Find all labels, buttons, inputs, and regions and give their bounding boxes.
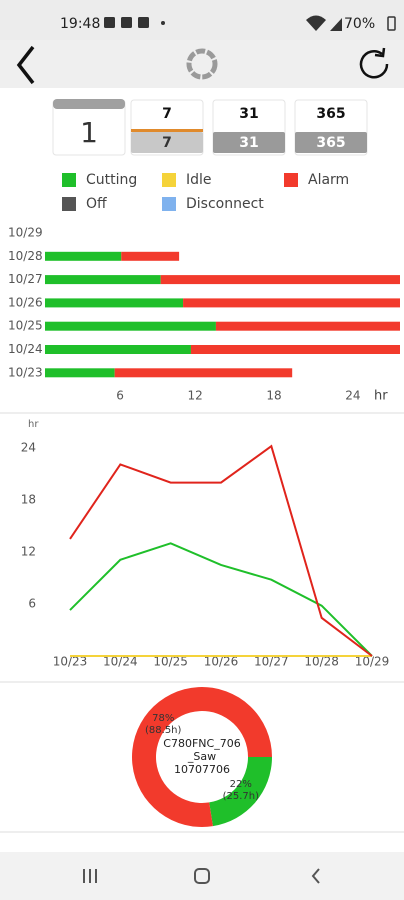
bar-segment	[114, 368, 293, 378]
tab-value: 365	[316, 135, 345, 151]
legend-label: Disconnect	[186, 196, 264, 212]
legend-label: Off	[86, 196, 107, 212]
x-tick-label: 10/23	[53, 655, 88, 669]
x-tick-label: 18	[266, 389, 281, 403]
legend-label: Cutting	[86, 172, 137, 188]
status-icon	[121, 17, 132, 28]
bar-segment	[45, 321, 216, 331]
status-icon	[104, 17, 115, 28]
y-tick-label: 10/24	[8, 342, 43, 356]
home-button[interactable]	[194, 868, 210, 884]
legend-swatch	[62, 173, 76, 187]
bar-segment	[45, 345, 191, 354]
donut-center-text: 10707706	[174, 763, 230, 776]
tab-label: 31	[239, 106, 258, 122]
x-tick-label: 10/27	[254, 655, 289, 669]
tab-label: 1	[80, 116, 98, 149]
recent-apps-button[interactable]	[83, 869, 97, 883]
loading-icon	[186, 48, 218, 80]
slice-label: 22%	[230, 779, 252, 790]
y-tick-label: 6	[28, 596, 36, 610]
slice-label: (25.7h)	[223, 791, 260, 802]
bar-segment	[45, 298, 184, 308]
donut-slice	[132, 687, 272, 827]
tab-label: 7	[162, 106, 172, 122]
slice-label: 78%	[152, 713, 174, 724]
nav-back-button[interactable]	[311, 868, 320, 884]
bar-segment	[121, 251, 180, 261]
y-tick-label: 10/23	[8, 365, 43, 379]
y-tick-label: 10/28	[8, 249, 43, 263]
donut-center-text: C780FNC_706	[163, 737, 240, 750]
tab-header	[53, 99, 125, 109]
bar-chart	[45, 251, 400, 378]
tab-footer	[295, 132, 367, 153]
bar-segment	[215, 321, 400, 331]
tab-indicator	[131, 129, 203, 132]
nav-bar	[0, 852, 404, 900]
y-tick-label: 12	[21, 544, 36, 558]
y-tick-label: 18	[21, 492, 36, 506]
y-axis-label: hr	[28, 419, 39, 430]
bar-segment	[160, 275, 400, 285]
status-time: 19:48	[60, 16, 100, 32]
legend-swatch	[284, 173, 298, 187]
x-tick-label: 24	[345, 389, 360, 403]
refresh-arrow	[374, 47, 386, 58]
signal-icon	[330, 18, 342, 31]
legend-swatch	[62, 197, 76, 211]
x-tick-label: 10/29	[355, 655, 390, 669]
x-tick-label: 12	[187, 389, 202, 403]
legend-swatch	[162, 173, 176, 187]
slice-label: (88.5h)	[145, 725, 182, 736]
back-button[interactable]	[16, 45, 35, 85]
wifi-icon	[306, 15, 326, 31]
tab-footer	[131, 132, 203, 153]
donut-center-text: _Saw	[187, 750, 216, 763]
status-bar	[0, 0, 404, 40]
tab-value: 7	[162, 135, 172, 151]
tab-label: 365	[316, 106, 345, 122]
status-dot	[161, 21, 165, 25]
y-tick-label: 10/29	[8, 226, 43, 240]
x-tick-label: 10/25	[153, 655, 188, 669]
bar-segment	[45, 368, 115, 378]
x-tick-label: 10/24	[103, 655, 138, 669]
legend-swatch	[162, 197, 176, 211]
line-series	[69, 444, 373, 657]
bar-segment	[190, 345, 400, 354]
x-tick-label: 10/26	[204, 655, 239, 669]
battery-level: 70%	[344, 16, 375, 32]
x-tick-label: 10/28	[304, 655, 339, 669]
bar-segment	[45, 251, 122, 261]
tab-value: 31	[239, 135, 258, 151]
refresh-button[interactable]	[359, 50, 389, 79]
status-icon	[138, 17, 149, 28]
x-tick-label: 6	[116, 389, 124, 403]
line-series	[69, 542, 373, 657]
y-tick-label: 10/27	[8, 272, 43, 286]
bar-segment	[183, 298, 400, 308]
battery-icon	[387, 16, 396, 31]
legend-label: Alarm	[308, 172, 349, 188]
x-axis-unit: hr	[374, 389, 388, 404]
tab-footer	[213, 132, 285, 153]
y-tick-label: 10/26	[8, 295, 43, 309]
y-tick-label: 24	[21, 440, 36, 454]
toolbar	[0, 40, 404, 88]
bar-segment	[45, 275, 161, 285]
y-tick-label: 10/25	[8, 319, 43, 333]
donut-slice	[209, 757, 272, 827]
legend-label: Idle	[186, 172, 212, 188]
